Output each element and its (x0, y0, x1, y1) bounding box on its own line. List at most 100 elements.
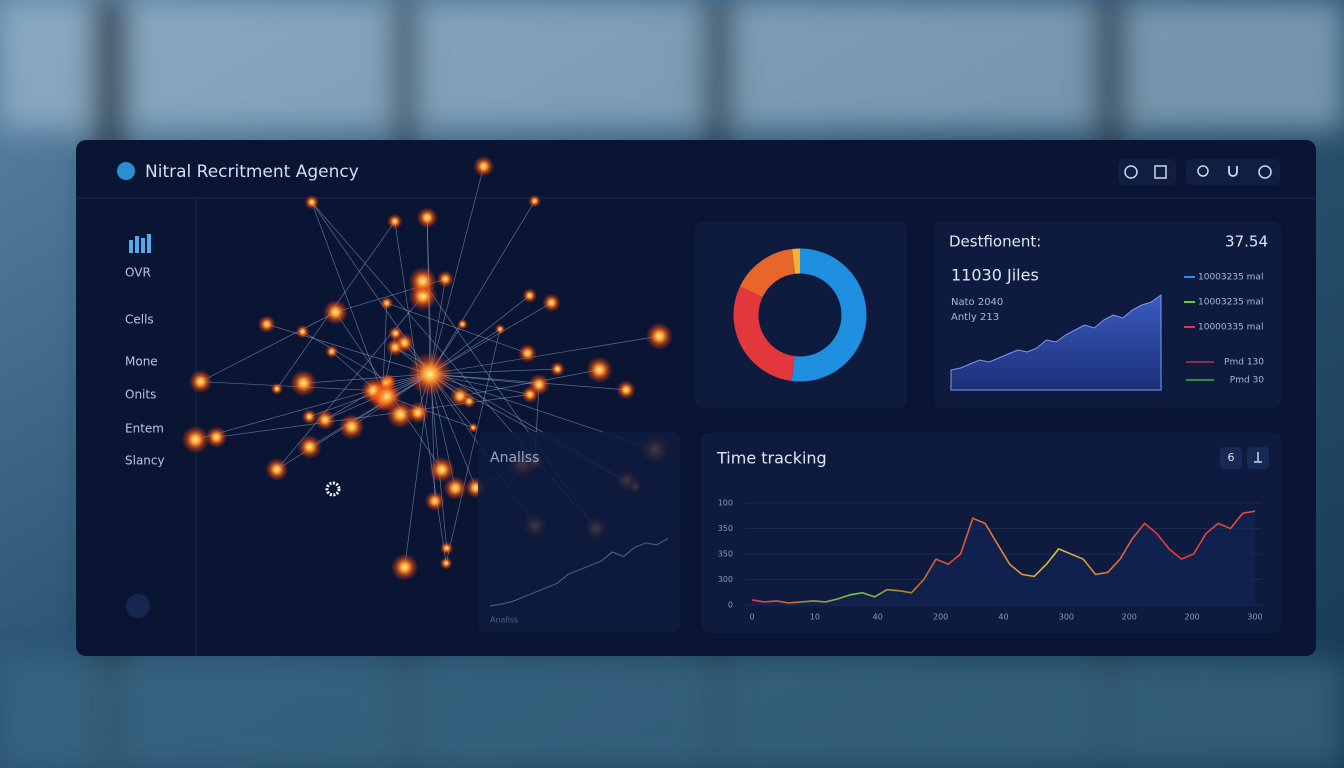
toolbar-group (1118, 159, 1176, 185)
sidebar-item[interactable]: Slancy (125, 454, 165, 468)
search-icon[interactable] (1197, 165, 1209, 177)
network-node (473, 155, 495, 177)
network-node (522, 288, 538, 303)
network-node (494, 323, 506, 335)
time-title: Time tracking (716, 449, 827, 468)
network-node (297, 434, 322, 459)
network-node (542, 293, 561, 312)
x-tick-label: 40 (998, 613, 1008, 622)
network-node (457, 318, 468, 330)
network-node (265, 457, 289, 481)
network-node (270, 382, 284, 395)
doc-icon[interactable] (1154, 165, 1167, 179)
network-node (408, 352, 452, 396)
legend-label: 10000335 mal (1198, 323, 1263, 333)
network-node (586, 356, 613, 384)
x-tick-label: 300 (1059, 613, 1074, 622)
network-edge (266, 323, 431, 375)
time-line (751, 510, 1256, 604)
network-node (550, 361, 565, 377)
x-tick-label: 200 (1122, 613, 1137, 622)
network-node (304, 194, 320, 210)
network-node (436, 270, 454, 288)
network-node (424, 490, 445, 512)
analysis-caption: Anallss (490, 616, 518, 625)
network-node (645, 322, 673, 350)
network-edge (429, 200, 535, 375)
x-tick-label: 40 (873, 613, 883, 622)
y-tick-label: 350 (718, 550, 733, 559)
network-node (406, 401, 429, 424)
clock-icon[interactable] (1124, 165, 1138, 179)
legend-label: 10003235 mal (1198, 298, 1263, 308)
settings-icon[interactable] (1258, 165, 1272, 179)
analysis-line (489, 537, 669, 607)
sidebar-item[interactable]: Onits (125, 388, 156, 402)
sidebar-item[interactable]: Cells (125, 313, 154, 327)
network-edge (311, 202, 383, 395)
network-node (314, 409, 336, 431)
network-node (188, 369, 213, 394)
donut-segment (733, 248, 867, 382)
x-tick-label: 10 (810, 613, 820, 622)
network-edge (200, 381, 374, 391)
y-tick-label: 0 (728, 601, 733, 610)
analysis-card (478, 432, 680, 632)
network-edge (429, 335, 660, 375)
analysis-title: Anallss (490, 450, 539, 466)
legend-label: Pmd 30 (1230, 376, 1264, 386)
y-tick-label: 350 (718, 524, 733, 533)
network-edge (200, 311, 336, 382)
network-edge (429, 373, 627, 391)
network-edge (216, 394, 531, 438)
y-tick-label: 100 (718, 499, 733, 508)
network-node (518, 343, 537, 363)
network-node (439, 556, 453, 570)
donut-segment (733, 248, 867, 382)
network-node (468, 422, 479, 433)
badge[interactable] (1220, 447, 1242, 469)
network-node (322, 299, 349, 325)
network-node (416, 207, 438, 229)
network-node (388, 326, 403, 341)
toolbar-group (1186, 159, 1280, 185)
network-edge (429, 302, 552, 375)
logo (117, 162, 135, 180)
network-node (616, 380, 636, 400)
badge-count: 6 (1228, 451, 1235, 464)
area-chart (950, 294, 1162, 391)
network-node (386, 338, 405, 357)
network-node (443, 476, 468, 500)
sidebar-item[interactable]: OVR (125, 266, 151, 280)
sidebar-button[interactable] (126, 594, 150, 618)
summary-headline: 11030 Jiles (951, 266, 1039, 285)
sidebar-item[interactable]: Mone (125, 355, 158, 369)
time-area (752, 511, 1255, 605)
summary-value: 37.54 (1225, 233, 1268, 251)
network-edge (302, 331, 389, 382)
x-tick-label: 200 (1184, 613, 1199, 622)
network-node (325, 345, 339, 359)
legend-label: 10003235 mal (1198, 273, 1263, 283)
network-edge (429, 166, 485, 375)
network-node (181, 425, 210, 454)
sidebar-item[interactable]: Entem (125, 422, 164, 436)
user-icon[interactable] (1228, 166, 1238, 177)
network-node (440, 541, 454, 555)
network-node (257, 315, 276, 334)
network-node (528, 373, 550, 396)
network-node (205, 426, 228, 449)
network-node (408, 266, 438, 296)
network-node (338, 413, 365, 440)
summary-note: Antly 213 (951, 312, 999, 323)
network-edge (309, 373, 431, 448)
network-node (528, 194, 542, 208)
network-node (387, 213, 403, 230)
download-icon (1254, 452, 1262, 463)
network-node (428, 456, 455, 483)
network-node (290, 369, 317, 397)
x-tick-label: 200 (933, 613, 948, 622)
network-node (295, 324, 310, 339)
